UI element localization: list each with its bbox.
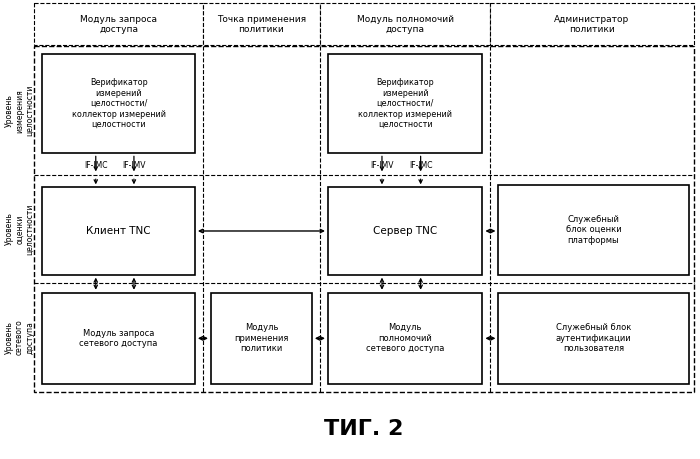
FancyBboxPatch shape — [34, 3, 203, 45]
Text: IF-IMV: IF-IMV — [370, 161, 393, 170]
FancyBboxPatch shape — [320, 3, 491, 45]
Text: IF-IMC: IF-IMC — [409, 161, 433, 170]
Text: Служебный блок
аутентификации
пользователя: Служебный блок аутентификации пользовате… — [556, 324, 631, 353]
Text: Точка применения
политики: Точка применения политики — [217, 15, 306, 34]
Text: Сервер TNC: Сервер TNC — [373, 226, 438, 236]
FancyBboxPatch shape — [211, 293, 312, 384]
Text: Уровень
сетевого
доступа: Уровень сетевого доступа — [5, 319, 34, 355]
Text: Модуль
применения
политики: Модуль применения политики — [234, 324, 288, 353]
Text: ΤИГ. 2: ΤИГ. 2 — [324, 419, 404, 439]
FancyBboxPatch shape — [42, 293, 195, 384]
FancyBboxPatch shape — [498, 293, 689, 384]
Text: IF-IMC: IF-IMC — [84, 161, 108, 170]
Text: Уровень
измерения
целостности: Уровень измерения целостности — [5, 85, 34, 136]
Text: Уровень
оценки
целостности: Уровень оценки целостности — [5, 203, 34, 255]
FancyBboxPatch shape — [42, 54, 195, 153]
FancyBboxPatch shape — [328, 187, 482, 275]
Text: IF-IMV: IF-IMV — [122, 161, 146, 170]
Text: Верификатор
измерений
целостности/
коллектор измерений
целостности: Верификатор измерений целостности/ колле… — [358, 78, 452, 129]
Text: Администратор
политики: Администратор политики — [554, 15, 630, 34]
Text: Модуль
полномочий
сетевого доступа: Модуль полномочий сетевого доступа — [366, 324, 444, 353]
Text: Клиент TNC: Клиент TNC — [86, 226, 151, 236]
Text: Модуль запроса
доступа: Модуль запроса доступа — [80, 15, 158, 34]
FancyBboxPatch shape — [498, 185, 689, 275]
Text: Модуль полномочий
доступа: Модуль полномочий доступа — [357, 15, 454, 34]
FancyBboxPatch shape — [328, 293, 482, 384]
FancyBboxPatch shape — [491, 3, 694, 45]
Text: Верификатор
измерений
целостности/
коллектор измерений
целостности: Верификатор измерений целостности/ колле… — [71, 78, 166, 129]
FancyBboxPatch shape — [42, 187, 195, 275]
Text: Модуль запроса
сетевого доступа: Модуль запроса сетевого доступа — [80, 329, 158, 348]
FancyBboxPatch shape — [328, 54, 482, 153]
FancyBboxPatch shape — [203, 3, 320, 45]
FancyBboxPatch shape — [34, 46, 694, 392]
Text: Служебный
блок оценки
платформы: Служебный блок оценки платформы — [566, 215, 622, 245]
